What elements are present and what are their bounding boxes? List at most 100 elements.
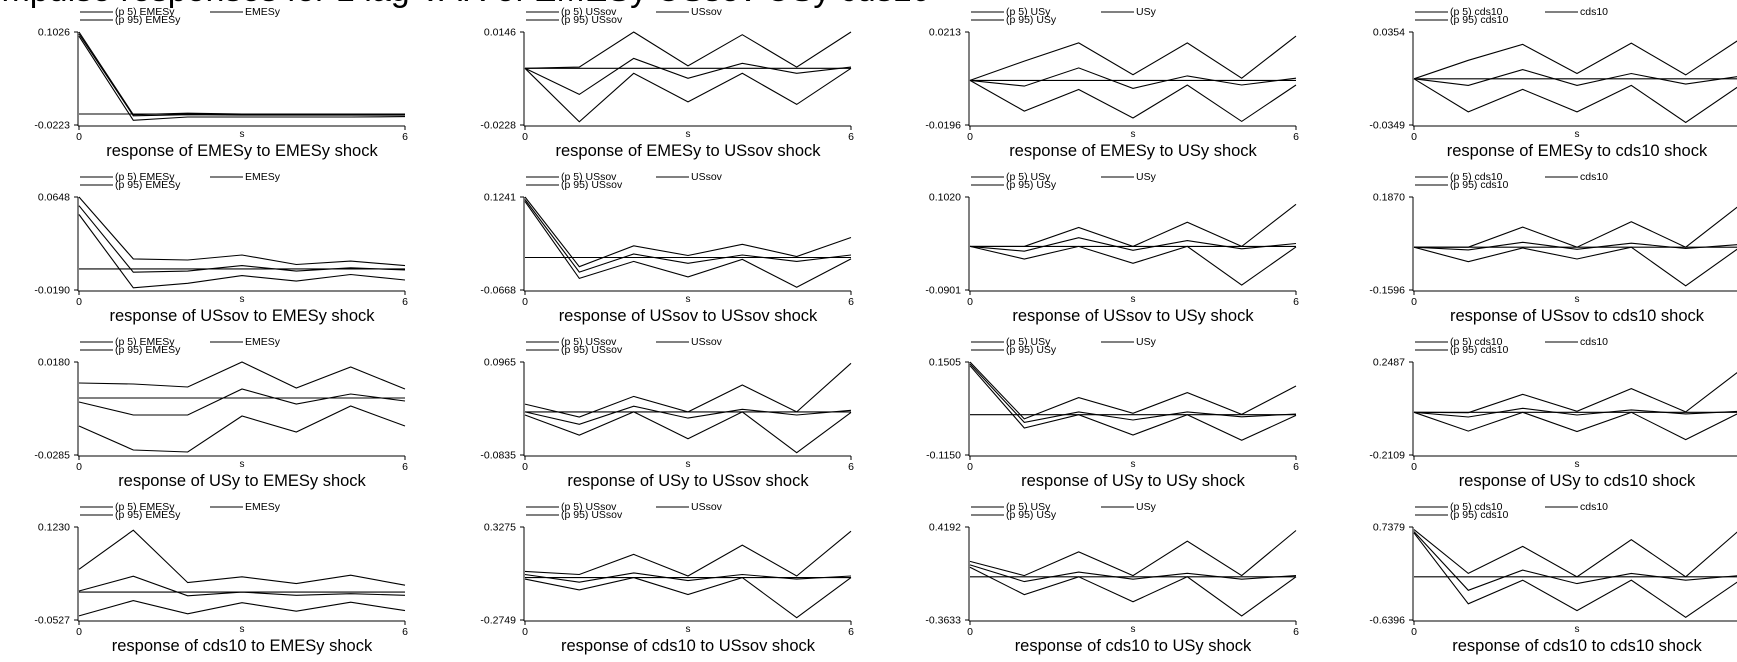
panel-14-legend-label-1: (p 5) USsov xyxy=(561,501,617,513)
panel-1-legend-label-1: (p 5) EMESy xyxy=(115,6,175,18)
panel-14-legend-label-3: (p 95) USsov xyxy=(561,509,623,521)
panel-13-legend-label-3: (p 95) EMESy xyxy=(115,509,181,521)
panel-15-legend-label-3: (p 95) USy xyxy=(1006,509,1057,521)
panel-11-xlabel: s xyxy=(1131,459,1136,470)
panel-6-ytick-label-1: 0.1241 xyxy=(484,192,516,204)
panel-2-legend-label-2: USsov xyxy=(691,6,723,18)
panel-2-legend-label-1: (p 5) USsov xyxy=(561,6,617,18)
panel-14-ytick-label-2: -0.2749 xyxy=(480,615,516,627)
panel-1-ytick-label-2: -0.0223 xyxy=(34,120,70,132)
panel-14-ytick-label-1: 0.3275 xyxy=(484,522,516,534)
panel-10-series-2-line xyxy=(524,405,852,425)
panel-8-legend-label-3: (p 95) cds10 xyxy=(1450,179,1509,191)
panel-11-xtick-label-2: 6 xyxy=(1293,461,1299,473)
panel-4-xlabel: s xyxy=(1575,129,1580,140)
panel-12-series-2-line xyxy=(1413,407,1737,418)
panel-2-title: response of EMESy to USsov shock xyxy=(555,142,821,160)
panel-11-series-3-line xyxy=(969,361,1297,420)
panel-8-series-1-line xyxy=(1413,246,1737,287)
panel-11-title: response of USy to USy shock xyxy=(1021,472,1246,490)
panel-3-xtick-label-2: 6 xyxy=(1293,131,1299,143)
panel-6-xlabel: s xyxy=(686,294,691,305)
panel-4-series-1-line xyxy=(1413,78,1737,124)
panel-15-series-2-line xyxy=(969,564,1297,583)
panel-2-ytick-label-2: -0.0228 xyxy=(480,120,516,132)
panel-5-xtick-label-1: 0 xyxy=(76,296,82,308)
panel-4-legend-label-3: (p 95) cds10 xyxy=(1450,14,1509,26)
panel-6-series-1-line xyxy=(524,201,852,288)
panel-15-series-1-line xyxy=(969,566,1297,617)
panel-13-xtick-label-2: 6 xyxy=(402,626,408,638)
panel-6-xtick-label-1: 0 xyxy=(522,296,528,308)
panel-9-legend-label-3: (p 95) EMESy xyxy=(115,344,181,356)
panel-7-xtick-label-2: 6 xyxy=(1293,296,1299,308)
panel-10-ytick-label-2: -0.0835 xyxy=(480,450,516,462)
panel-10-legend-label-2: USsov xyxy=(691,336,723,348)
panel-14-xtick-label-2: 6 xyxy=(848,626,854,638)
panel-12-ytick-label-1: 0.2487 xyxy=(1373,357,1405,369)
panel-16-ytick-label-1: 0.7379 xyxy=(1373,522,1405,534)
panel-3-legend-label-1: (p 5) USy xyxy=(1006,6,1051,18)
panel-11-legend-label-3: (p 95) USy xyxy=(1006,344,1057,356)
panel-6-legend-label-2: USsov xyxy=(691,171,723,183)
panel-7-xlabel: s xyxy=(1131,294,1136,305)
panel-15-legend-label-2: USy xyxy=(1136,501,1157,513)
panel-3-title: response of EMESy to USy shock xyxy=(1009,142,1257,160)
panel-7-ytick-label-2: -0.0901 xyxy=(925,285,961,297)
panel-10-ytick-label-1: 0.0965 xyxy=(484,357,516,369)
panel-9-series-1-line xyxy=(78,405,406,453)
panel-9-ytick-label-2: -0.0285 xyxy=(34,450,70,462)
panel-3-ytick-label-1: 0.0213 xyxy=(929,27,961,39)
panel-12-legend-label-3: (p 95) cds10 xyxy=(1450,344,1509,356)
panel-10-xtick-label-2: 6 xyxy=(848,461,854,473)
panel-9-xlabel: s xyxy=(240,459,245,470)
panel-5-legend-label-3: (p 95) EMESy xyxy=(115,179,181,191)
panel-15-ytick-label-2: -0.3633 xyxy=(925,615,961,627)
panel-11-series-1-line xyxy=(969,365,1297,441)
panel-1-series-2-line xyxy=(78,33,405,117)
panel-11-legend-label-1: (p 5) USy xyxy=(1006,336,1051,348)
panel-1-ytick-label-1: 0.1026 xyxy=(38,27,70,39)
panel-7-series-3-line xyxy=(970,203,1297,248)
panel-13-ytick-label-1: 0.1230 xyxy=(38,522,70,534)
panel-16-xtick-label-1: 0 xyxy=(1411,626,1417,638)
panel-7-series-1-line xyxy=(969,245,1297,286)
panel-14-legend-label-2: USsov xyxy=(691,501,723,513)
panel-5-xtick-label-2: 6 xyxy=(402,296,408,308)
panel-12-series-3-line xyxy=(1413,372,1737,414)
panel-4-ytick-label-2: -0.0349 xyxy=(1369,120,1405,132)
panel-10-series-3-line xyxy=(524,362,852,418)
panel-16-legend-label-2: cds10 xyxy=(1580,501,1608,513)
panel-10-title: response of USy to USsov shock xyxy=(567,472,809,490)
panel-2-legend-label-3: (p 95) USsov xyxy=(561,14,623,26)
panel-11-ytick-label-2: -0.1150 xyxy=(926,450,961,462)
panel-13-legend-label-1: (p 5) EMESy xyxy=(115,501,175,513)
panel-1-legend-label-2: EMESy xyxy=(245,6,281,18)
panel-12-xtick-label-1: 0 xyxy=(1411,461,1417,473)
figure-title: Impulse responses for 1 lag VAR of EMESy… xyxy=(0,0,931,10)
panel-1-series-1-line xyxy=(78,35,406,121)
panel-13-ytick-label-2: -0.0527 xyxy=(34,615,70,627)
panel-5-series-2-line xyxy=(78,205,406,273)
panel-9-xtick-label-2: 6 xyxy=(402,461,408,473)
panel-3-series-3-line xyxy=(969,35,1297,81)
panel-5-ytick-label-1: 0.0648 xyxy=(38,192,70,204)
panel-12-legend-label-2: cds10 xyxy=(1580,336,1608,348)
panel-14-series-3-line xyxy=(524,530,852,577)
panel-3-xlabel: s xyxy=(1131,129,1136,140)
panel-16-title: response of cds10 to cds10 shock xyxy=(1452,637,1702,655)
panel-3-legend-label-3: (p 95) USy xyxy=(1006,14,1057,26)
panel-12-xlabel: s xyxy=(1575,459,1580,470)
panel-8-xtick-label-1: 0 xyxy=(1411,296,1417,308)
panel-15-legend-label-1: (p 5) USy xyxy=(1006,501,1051,513)
panel-2-xtick-label-1: 0 xyxy=(522,131,528,143)
panel-2-ytick-label-1: 0.0146 xyxy=(484,27,516,39)
panel-15-title: response of cds10 to USy shock xyxy=(1015,637,1252,655)
panel-9-ytick-label-1: 0.0180 xyxy=(38,357,70,369)
panel-10-legend-label-3: (p 95) USsov xyxy=(561,344,623,356)
panel-5-legend-label-2: EMESy xyxy=(245,171,281,183)
panel-5-ytick-label-2: -0.0190 xyxy=(34,285,70,297)
panel-14-series-1-line xyxy=(524,576,852,619)
panel-14-xtick-label-1: 0 xyxy=(522,626,528,638)
